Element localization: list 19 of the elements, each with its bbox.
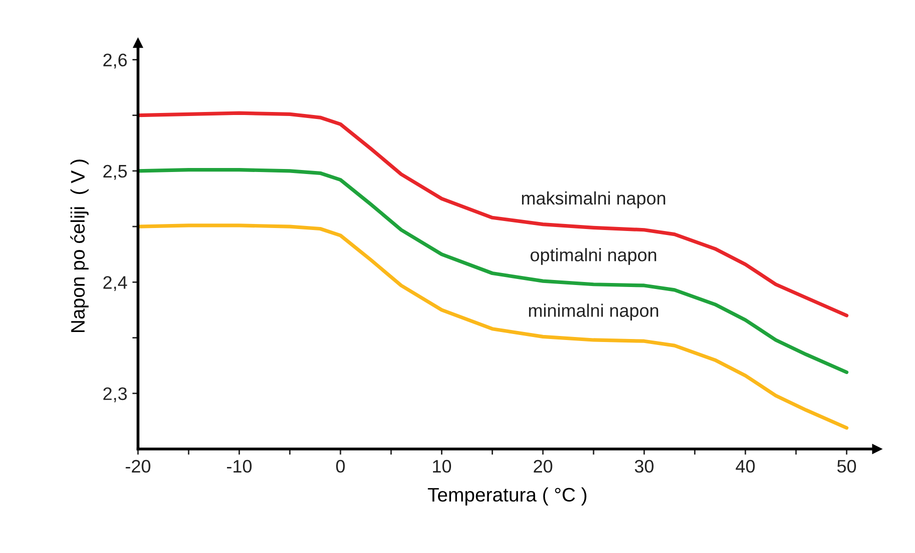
x-axis-title: Temperatura ( °C ) [428, 487, 586, 506]
line-series [138, 168, 848, 374]
y-tick-label: 2,5 [103, 164, 127, 180]
x-tick-label: 30 [634, 460, 654, 473]
y-axis-title: Napon po ćeliji ( V ) [70, 160, 89, 332]
line-series [138, 224, 848, 430]
x-tick-label: -10 [226, 460, 252, 473]
series-label: minimalni napon [529, 304, 658, 321]
x-tick-label: 50 [837, 460, 856, 473]
y-tick-label: 2,4 [103, 276, 128, 292]
y-tick-label: 2,3 [103, 387, 127, 402]
x-tick-label: -20 [126, 460, 150, 473]
x-tick-label: 20 [534, 460, 552, 473]
y-tick-label: 2,6 [103, 54, 127, 69]
x-tick-label: 40 [736, 460, 755, 473]
x-tick-label: 0 [336, 460, 345, 473]
series-label: optimalni napon [530, 248, 656, 265]
x-tick-label: 10 [433, 460, 452, 473]
series-label: maksimalni napon [522, 191, 666, 208]
